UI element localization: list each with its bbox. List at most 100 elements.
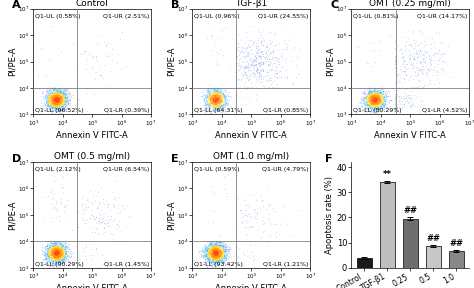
- Point: [208, 97, 215, 101]
- Point: [45, 247, 52, 252]
- Point: [218, 252, 225, 257]
- Point: [379, 91, 387, 95]
- Point: [46, 94, 54, 99]
- Point: [46, 96, 53, 100]
- Point: [57, 254, 65, 258]
- Point: [57, 93, 64, 98]
- Point: [400, 59, 408, 64]
- Point: [217, 102, 224, 107]
- Point: [244, 51, 251, 56]
- Point: [374, 94, 382, 98]
- Point: [211, 101, 219, 106]
- Point: [369, 101, 376, 106]
- Point: [394, 94, 402, 99]
- Point: [53, 90, 60, 95]
- Point: [370, 97, 378, 102]
- Point: [214, 247, 222, 251]
- Point: [209, 255, 216, 259]
- Point: [203, 103, 210, 107]
- Point: [235, 67, 243, 71]
- Point: [54, 247, 61, 252]
- Point: [56, 96, 64, 101]
- Point: [212, 252, 220, 256]
- Point: [56, 257, 64, 261]
- Point: [221, 96, 229, 101]
- Point: [219, 259, 227, 264]
- Point: [62, 89, 69, 93]
- Point: [267, 203, 274, 207]
- Point: [383, 102, 390, 107]
- Point: [50, 101, 58, 106]
- Point: [380, 107, 388, 112]
- Point: [93, 251, 101, 256]
- Point: [45, 100, 53, 105]
- Point: [57, 94, 64, 99]
- Point: [207, 249, 215, 253]
- Point: [52, 254, 59, 258]
- Point: [214, 97, 221, 102]
- Point: [56, 88, 64, 92]
- Point: [59, 100, 67, 105]
- Point: [377, 98, 385, 102]
- Point: [212, 255, 220, 260]
- Point: [206, 98, 213, 103]
- Point: [42, 97, 50, 101]
- Point: [363, 103, 371, 108]
- Point: [56, 248, 64, 253]
- Point: [374, 92, 381, 97]
- Point: [208, 93, 216, 97]
- Point: [58, 101, 65, 105]
- Point: [55, 98, 62, 102]
- Point: [211, 246, 219, 251]
- Point: [220, 92, 228, 97]
- Point: [63, 256, 70, 261]
- Point: [212, 253, 219, 258]
- Point: [215, 105, 223, 109]
- Point: [52, 256, 59, 260]
- Point: [208, 250, 216, 255]
- Point: [210, 93, 218, 98]
- Point: [209, 257, 217, 262]
- Point: [365, 98, 373, 103]
- Point: [57, 242, 64, 247]
- Point: [96, 216, 104, 221]
- Point: [75, 249, 83, 254]
- Point: [214, 89, 222, 94]
- Point: [217, 245, 224, 249]
- Point: [375, 48, 383, 53]
- Point: [207, 248, 214, 252]
- Point: [57, 103, 64, 107]
- Point: [206, 241, 213, 246]
- Point: [49, 101, 57, 106]
- Point: [212, 92, 219, 96]
- Point: [218, 104, 226, 108]
- Point: [48, 256, 56, 261]
- Point: [73, 69, 81, 73]
- Point: [203, 105, 210, 110]
- Point: [209, 94, 217, 98]
- Point: [224, 91, 232, 95]
- Point: [290, 46, 298, 50]
- Point: [52, 90, 60, 95]
- Point: [221, 103, 228, 107]
- Point: [56, 98, 64, 103]
- Point: [60, 93, 67, 98]
- Point: [242, 54, 250, 58]
- Point: [373, 99, 381, 104]
- Point: [246, 51, 253, 55]
- Point: [54, 102, 62, 107]
- Point: [219, 252, 226, 257]
- Point: [57, 95, 65, 100]
- Point: [211, 245, 219, 249]
- Point: [62, 255, 69, 260]
- Point: [367, 111, 375, 115]
- Point: [43, 246, 51, 251]
- Point: [54, 247, 62, 251]
- Point: [210, 100, 218, 104]
- Point: [55, 98, 63, 102]
- Point: [57, 99, 65, 103]
- Point: [54, 91, 61, 96]
- Point: [222, 93, 229, 98]
- Point: [209, 105, 217, 109]
- Point: [213, 245, 221, 250]
